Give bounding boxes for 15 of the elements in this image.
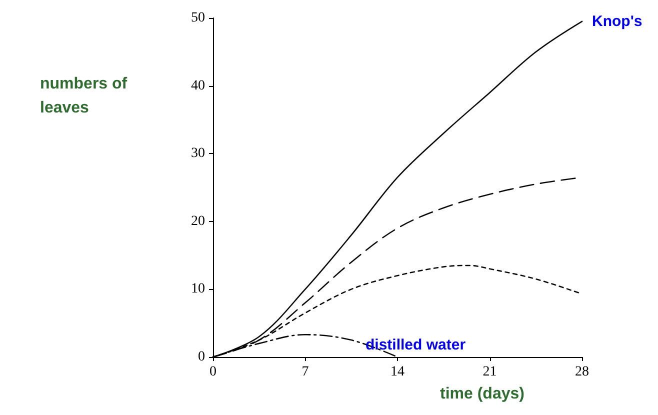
y-axis-title: numbers of leaves [40, 76, 128, 116]
y-tick-label: 0 [198, 350, 205, 364]
x-tick-label: 7 [302, 364, 309, 380]
x-tick-label: 28 [575, 364, 589, 380]
y-tick-label: 10 [191, 282, 205, 297]
y-tick-label: 20 [191, 214, 205, 229]
y-tick-label: 50 [191, 10, 205, 26]
series-label: Knop's [592, 12, 642, 30]
x-tick-label: 0 [210, 364, 216, 380]
y-tick-label: 40 [191, 78, 205, 94]
x-tick-label: 21 [482, 364, 497, 380]
x-tick-label: 14 [390, 364, 404, 380]
y-tick-label: 30 [191, 146, 205, 162]
series-label: distilled water [366, 336, 466, 354]
x-axis-title: time (days) [440, 386, 524, 402]
